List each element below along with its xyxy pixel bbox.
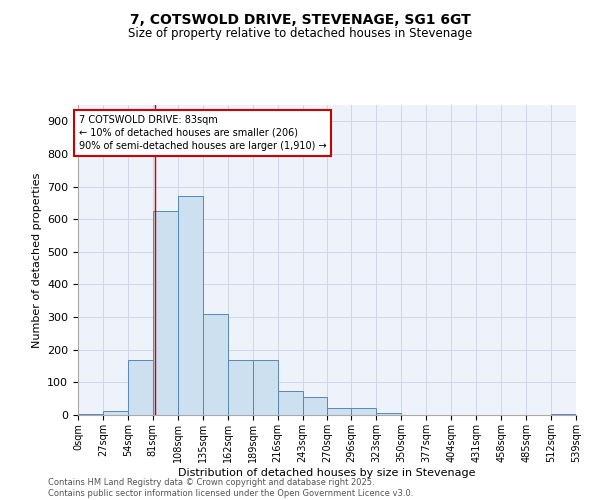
- Text: Contains HM Land Registry data © Crown copyright and database right 2025.
Contai: Contains HM Land Registry data © Crown c…: [48, 478, 413, 498]
- Bar: [128, 360, 153, 415]
- Text: 7, COTSWOLD DRIVE, STEVENAGE, SG1 6GT: 7, COTSWOLD DRIVE, STEVENAGE, SG1 6GT: [130, 12, 470, 26]
- Bar: [551, 414, 576, 415]
- Bar: [103, 411, 128, 415]
- Text: 7 COTSWOLD DRIVE: 83sqm
← 10% of detached houses are smaller (206)
90% of semi-d: 7 COTSWOLD DRIVE: 83sqm ← 10% of detache…: [79, 115, 326, 151]
- Bar: [376, 414, 401, 415]
- Text: Size of property relative to detached houses in Stevenage: Size of property relative to detached ho…: [128, 28, 472, 40]
- Bar: [153, 211, 178, 415]
- Bar: [302, 397, 328, 415]
- Bar: [352, 408, 376, 415]
- Bar: [328, 408, 352, 415]
- Bar: [227, 360, 253, 415]
- Bar: [178, 196, 203, 415]
- Bar: [278, 390, 302, 415]
- X-axis label: Distribution of detached houses by size in Stevenage: Distribution of detached houses by size …: [178, 468, 476, 477]
- Bar: [78, 414, 103, 415]
- Y-axis label: Number of detached properties: Number of detached properties: [32, 172, 41, 348]
- Bar: [253, 360, 278, 415]
- Bar: [203, 314, 227, 415]
